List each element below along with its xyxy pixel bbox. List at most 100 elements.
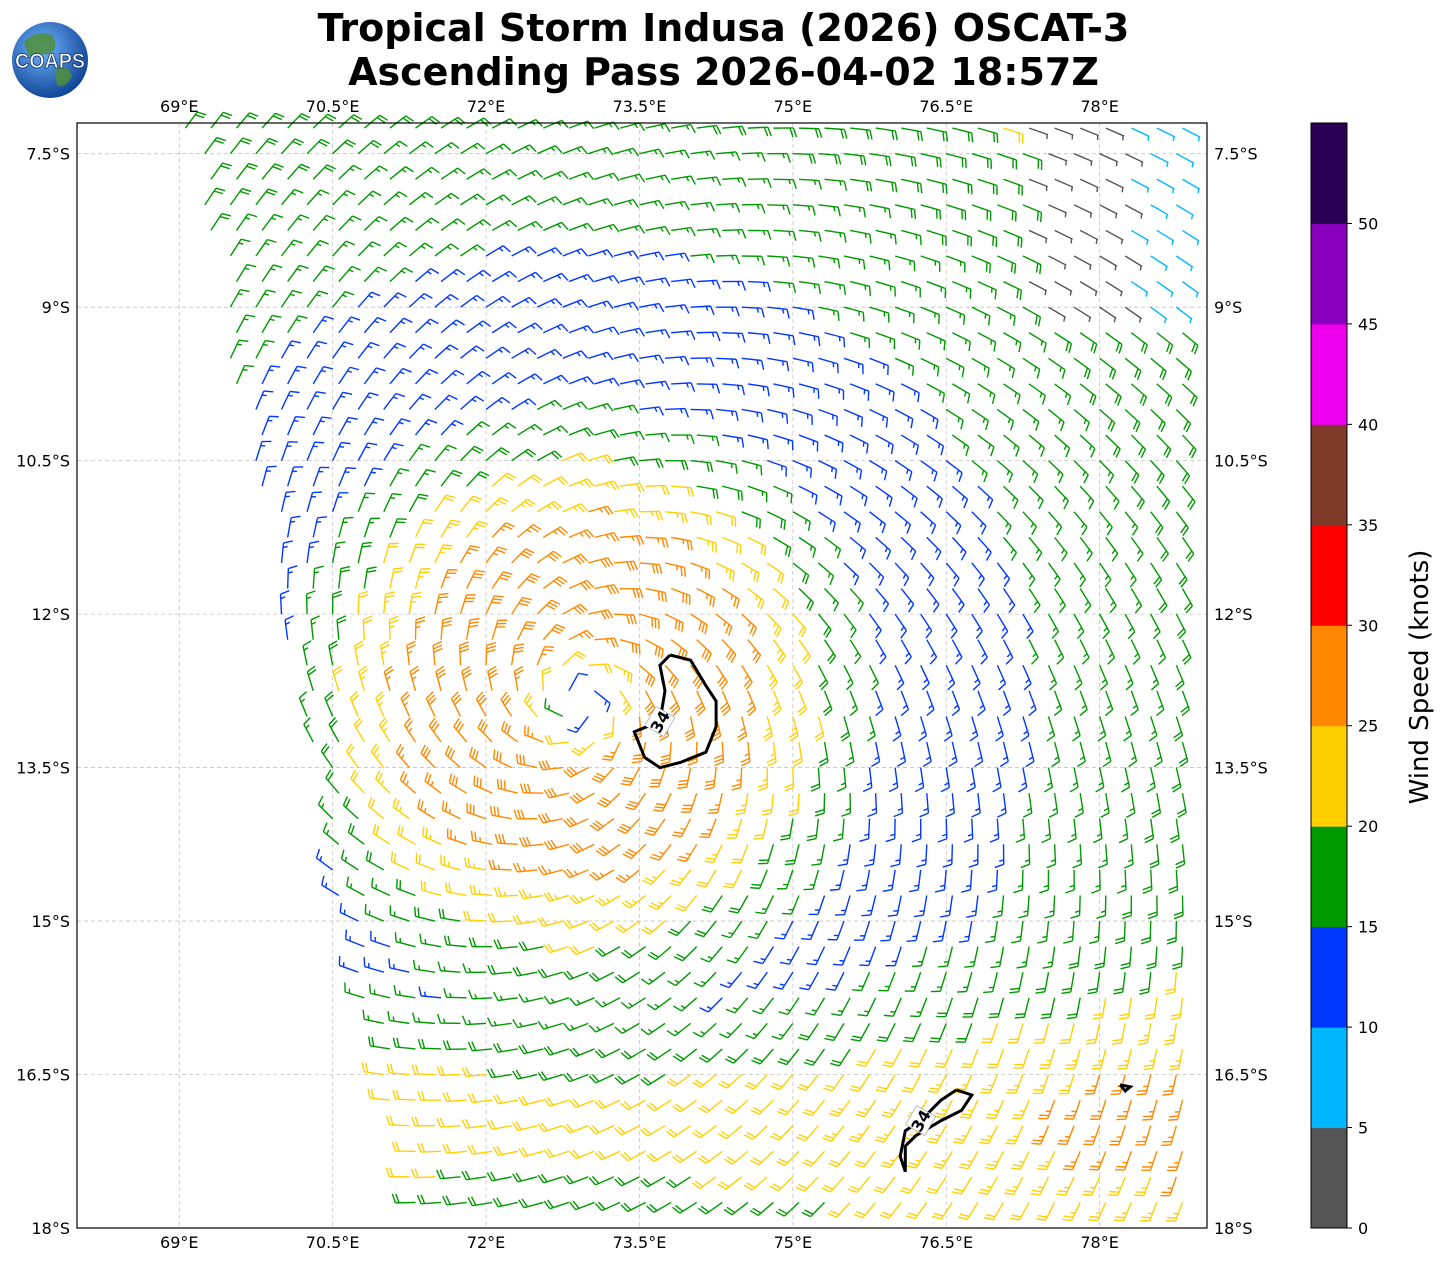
wind-barb: [961, 869, 973, 893]
wind-barb: [466, 802, 487, 820]
wind-barb: [868, 664, 880, 691]
wind-barb: [1054, 434, 1071, 458]
wind-barb: [667, 920, 692, 937]
wind-barb: [869, 255, 891, 271]
wind-barb: [890, 844, 902, 868]
wind-barb: [280, 289, 302, 308]
wind-barb: [357, 541, 373, 564]
wind-barb: [518, 993, 544, 1003]
wind-barb: [492, 1197, 518, 1208]
lat-tick-label: 16.5°S: [1214, 1066, 1268, 1085]
wind-barb: [411, 1064, 435, 1076]
wind-barb: [428, 717, 442, 743]
wind-barb: [1028, 229, 1048, 244]
wind-barb: [512, 862, 538, 873]
wind-barb: [492, 1042, 518, 1053]
wind-barb: [885, 946, 902, 967]
wind-barb: [464, 857, 487, 871]
wind-barb: [543, 839, 570, 851]
wind-barb: [653, 792, 672, 812]
wind-barb: [594, 690, 611, 713]
wind-barb: [1099, 460, 1115, 484]
wind-barb: [866, 716, 876, 742]
wind-barb: [716, 151, 741, 161]
wind-barb: [922, 741, 932, 768]
wind-barb: [332, 139, 356, 155]
wind-barb: [639, 562, 663, 574]
wind-barb: [312, 113, 337, 129]
wind-barb: [331, 541, 346, 564]
wind-barb: [824, 178, 848, 191]
wind-barb: [383, 542, 399, 564]
wind-barb: [696, 587, 716, 608]
wind-barb: [894, 562, 910, 587]
wind-barb: [992, 767, 1002, 793]
wind-barb: [615, 920, 640, 934]
wind-barb: [619, 224, 646, 234]
wind-barb: [562, 503, 588, 513]
wind-barb: [491, 169, 518, 180]
wind-barb: [1003, 434, 1020, 457]
wind-barb: [619, 122, 646, 132]
wind-barb: [776, 869, 794, 890]
wind-barb: [869, 153, 892, 167]
wind-barb: [767, 357, 790, 372]
wind-barb: [460, 193, 486, 206]
wind-barb: [591, 767, 615, 783]
wind-barb: [1102, 741, 1112, 768]
wind-barb: [485, 546, 508, 564]
wind-barb: [696, 279, 721, 290]
wind-barb: [1124, 664, 1134, 691]
wind-barb: [698, 1099, 723, 1114]
wind-barb: [649, 843, 672, 861]
wind-barb: [386, 1063, 410, 1076]
wind-barb: [350, 769, 365, 794]
wind-barb: [1181, 536, 1195, 562]
wind-barb: [338, 114, 363, 129]
lat-tick-label: 9°S: [42, 298, 70, 317]
wind-barb: [741, 613, 758, 637]
wind-barb: [493, 886, 518, 897]
wind-barb: [665, 1176, 691, 1189]
wind-barb: [680, 792, 698, 813]
wind-barb: [985, 1099, 1005, 1120]
wind-barb: [357, 341, 380, 359]
wind-barb: [1064, 1099, 1081, 1120]
wind-barb: [391, 1193, 416, 1204]
wind-barb: [926, 588, 940, 613]
wind-barb: [1073, 613, 1085, 640]
wind-barb: [473, 775, 493, 794]
wind-barb: [977, 434, 995, 457]
wind-barb: [740, 741, 751, 767]
wind-barb: [995, 716, 1004, 742]
wind-barb: [888, 767, 899, 793]
wind-barb: [383, 492, 402, 513]
wind-barb: [1054, 280, 1073, 296]
wind-barb: [773, 434, 794, 451]
wind-barb: [945, 460, 963, 483]
wind-barb: [989, 818, 1000, 843]
wind-barb: [543, 1045, 570, 1056]
wind-barb: [666, 1125, 691, 1138]
wind-barb: [671, 330, 696, 340]
wind-barb: [537, 865, 563, 876]
wind-barb: [766, 562, 785, 584]
wind-barb: [501, 720, 519, 743]
wind-barb: [543, 943, 570, 954]
wind-barb: [279, 590, 290, 615]
wind-barb: [700, 946, 723, 963]
wind-barb: [1013, 869, 1024, 894]
wind-barb: [467, 1041, 493, 1052]
wind-barb: [962, 997, 979, 1018]
wind-barb: [466, 520, 488, 538]
wind-barb: [261, 365, 281, 385]
wind-barb: [619, 379, 645, 389]
wind-barb: [696, 639, 712, 663]
wind-barb: [1089, 921, 1101, 945]
wind-barb: [1006, 1074, 1024, 1094]
wind-barb: [392, 1089, 416, 1101]
wind-barb: [894, 408, 914, 429]
wind-barb: [1113, 972, 1126, 995]
wind-barb: [563, 868, 589, 879]
